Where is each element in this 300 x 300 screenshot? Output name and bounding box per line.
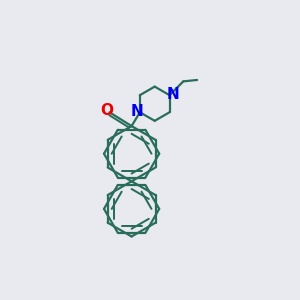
Text: O: O <box>100 103 113 118</box>
Text: N: N <box>130 104 143 119</box>
Text: N: N <box>167 87 179 102</box>
